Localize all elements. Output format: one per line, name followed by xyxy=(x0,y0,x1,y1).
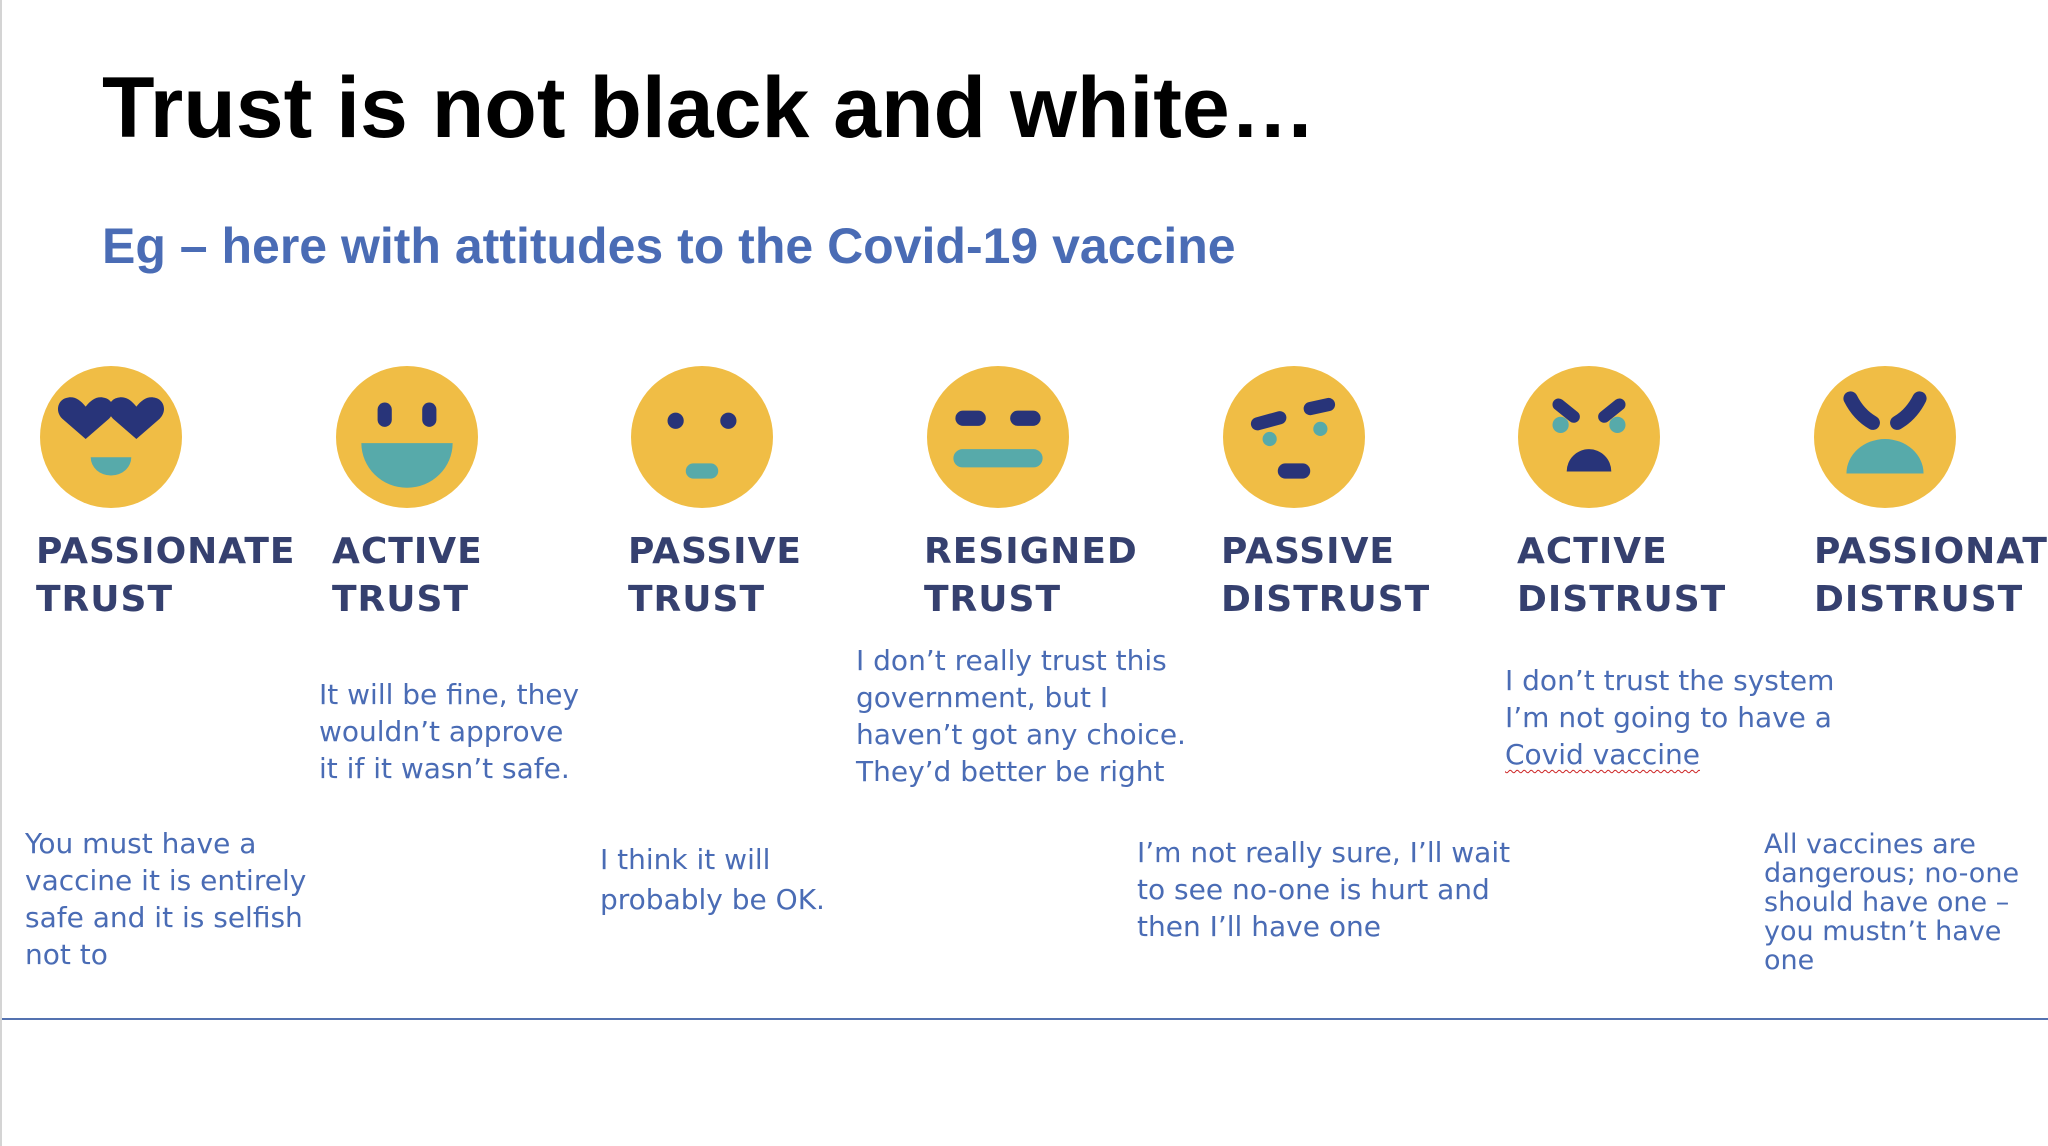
slide-subtitle: Eg – here with attitudes to the Covid-19… xyxy=(102,218,1236,274)
passive-distrust-face xyxy=(1223,366,1365,508)
level-label-active-trust: ACTIVE TRUST xyxy=(332,531,483,620)
quote-active-trust: It will be fine, they wouldn’t approve i… xyxy=(319,678,580,785)
quote-resigned-trust: I don’t really trust this government, bu… xyxy=(856,644,1186,788)
flat-mouth-face-icon xyxy=(927,366,1069,508)
quote-passionate-distrust: All vaccines are dangerous; no-one shoul… xyxy=(1764,829,2020,976)
quote-passive-distrust: I’m not really sure, I’ll wait to see no… xyxy=(1137,836,1511,943)
passionate-trust-face xyxy=(40,366,182,508)
upset-face-icon xyxy=(1518,366,1660,508)
angry-face-icon xyxy=(1814,366,1956,508)
heart-eyes-face-icon xyxy=(40,366,182,508)
big-grin-face-icon xyxy=(336,366,478,508)
resigned-trust-face xyxy=(927,366,1069,508)
skeptical-face-icon xyxy=(1223,366,1365,508)
slide-title: Trust is not black and white… xyxy=(102,60,1316,156)
active-trust-face xyxy=(336,366,478,508)
quote-passionate-trust: You must have a vaccine it is entirely s… xyxy=(25,827,307,971)
passive-trust-face xyxy=(631,366,773,508)
level-label-passionate-distrust: PASSIONATE DISTRUST xyxy=(1814,531,2048,620)
quote-active-distrust: I don’t trust the system I’m not going t… xyxy=(1505,664,1835,771)
calm-face-icon xyxy=(631,366,773,508)
level-label-resigned-trust: RESIGNED TRUST xyxy=(924,531,1138,620)
level-label-passive-distrust: PASSIVE DISTRUST xyxy=(1221,531,1431,620)
slide-left-edge xyxy=(0,0,2,1146)
level-label-passionate-trust: PASSIONATE TRUST xyxy=(36,531,296,620)
level-label-passive-trust: PASSIVE TRUST xyxy=(628,531,803,620)
quote-passive-trust: I think it will probably be OK. xyxy=(600,843,825,916)
bottom-divider xyxy=(2,1018,2048,1020)
passionate-distrust-face xyxy=(1814,366,1956,508)
active-distrust-face xyxy=(1518,366,1660,508)
level-label-active-distrust: ACTIVE DISTRUST xyxy=(1517,531,1727,620)
